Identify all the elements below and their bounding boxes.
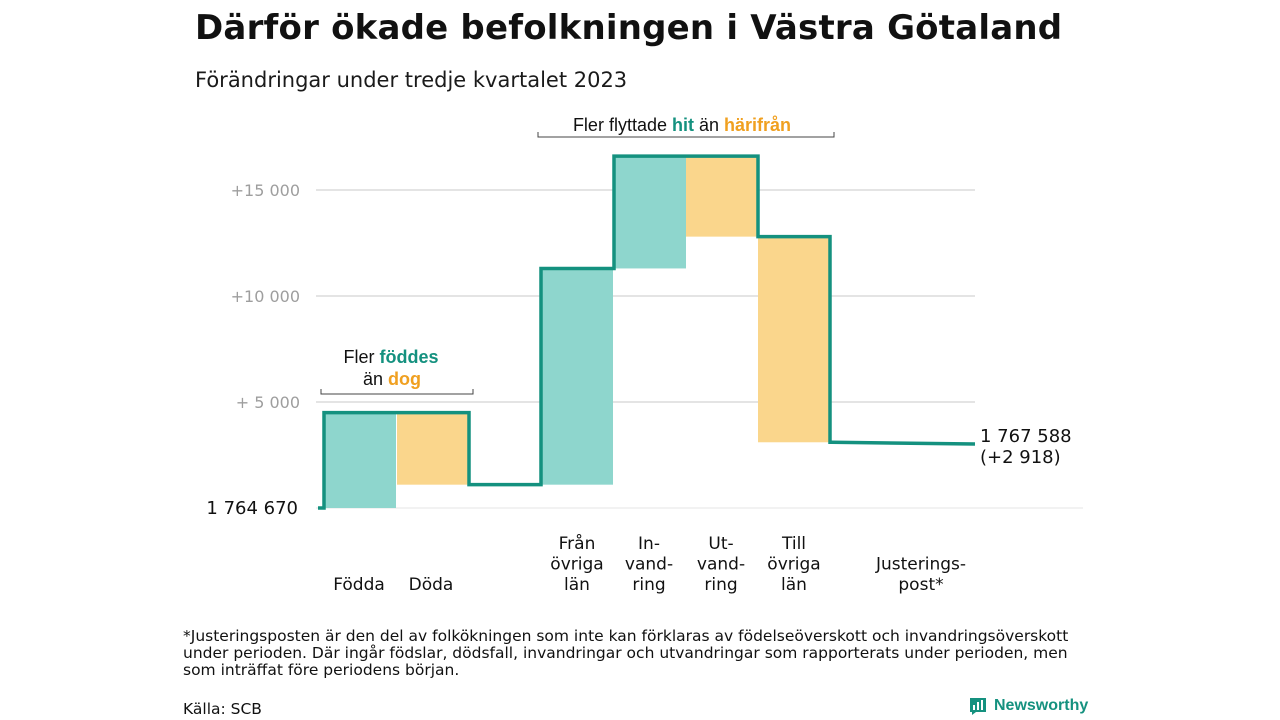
category-label: vand- — [697, 555, 745, 575]
category-label: In- — [638, 534, 660, 554]
category-label: övriga — [767, 555, 820, 575]
bar — [324, 412, 396, 508]
category-label: övriga — [550, 555, 603, 575]
end-value-label: 1 767 588 — [980, 426, 1072, 447]
category-label: ring — [704, 575, 737, 595]
cumulative-line — [318, 154, 976, 510]
category-label: Från — [559, 533, 596, 554]
bar — [541, 268, 613, 485]
bar — [397, 412, 469, 485]
category-label: Justerings- — [875, 555, 966, 575]
migration-bracket — [537, 132, 835, 138]
migration-annotation: Fler flyttade hit än härifrån — [573, 115, 791, 135]
newsworthy-icon — [970, 698, 986, 715]
category-label: län — [564, 575, 590, 595]
births-annotation-line1: Fler föddes — [343, 347, 438, 367]
category-label: Döda — [409, 575, 454, 595]
chart-title: Därför ökade befolkningen i Västra Götal… — [195, 8, 1063, 48]
brand-name: Newsworthy — [994, 697, 1089, 714]
y-tick-label: + 5 000 — [236, 393, 300, 412]
y-tick-label: +10 000 — [231, 287, 300, 306]
category-label: post* — [898, 575, 943, 595]
category-label: län — [781, 575, 807, 595]
births-bracket — [320, 389, 474, 395]
bar — [614, 156, 686, 269]
category-label: Ut- — [708, 534, 733, 554]
births-annotation-line2: än dog — [363, 369, 421, 389]
category-label: Till — [781, 534, 806, 554]
source-label: Källa: SCB — [183, 700, 262, 718]
footnote: *Justeringsposten är den del av folkökni… — [183, 627, 1069, 679]
y-tick-label: +15 000 — [231, 181, 300, 200]
brand-logo: Newsworthy — [968, 696, 1088, 716]
end-change-label: (+2 918) — [980, 447, 1061, 468]
category-label: ring — [632, 575, 665, 595]
bar — [758, 236, 830, 443]
chart-subtitle: Förändringar under tredje kvartalet 2023 — [195, 68, 628, 92]
start-value-label: 1 764 670 — [206, 498, 298, 519]
category-label: Födda — [333, 575, 385, 595]
category-label: vand- — [625, 555, 673, 575]
bar — [686, 156, 758, 237]
